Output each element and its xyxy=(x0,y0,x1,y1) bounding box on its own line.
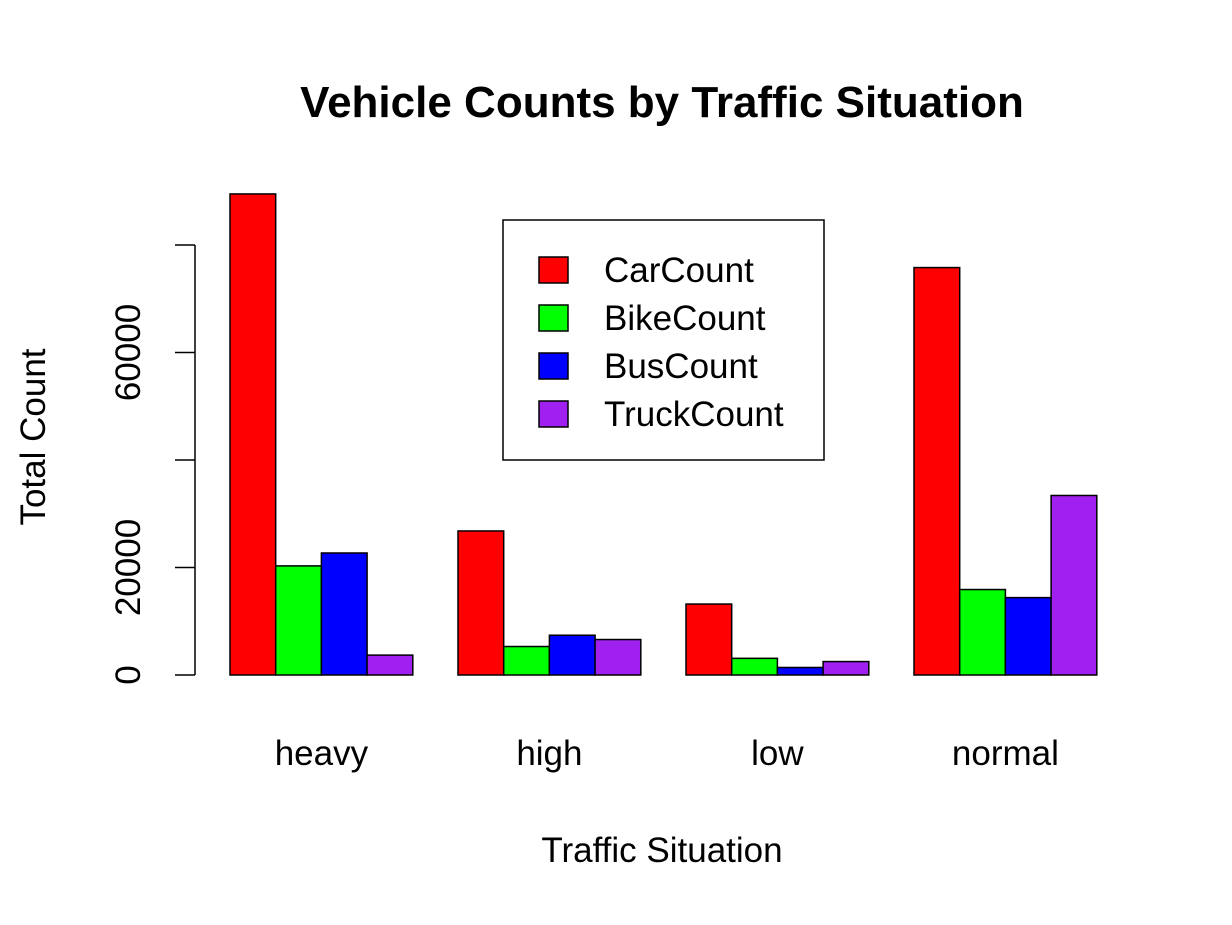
bars xyxy=(229,193,1098,676)
bar-heavy-buscount xyxy=(320,552,368,676)
x-category-label: low xyxy=(751,734,804,773)
bar-normal-buscount xyxy=(1004,596,1052,676)
y-tick-label: 60000 xyxy=(109,304,148,401)
bar-high-carcount xyxy=(457,530,505,676)
legend: CarCount BikeCount BusCount TruckCount xyxy=(502,219,825,461)
bar-normal-bikecount xyxy=(958,588,1007,676)
bar-normal-truckcount xyxy=(1050,494,1098,676)
bar-high-bikecount xyxy=(502,645,551,676)
y-tick-label: 20000 xyxy=(109,519,148,616)
bar-heavy-bikecount xyxy=(274,565,323,676)
chart-title: Vehicle Counts by Traffic Situation xyxy=(300,78,1024,127)
x-category-label: high xyxy=(516,734,582,773)
y-axis: 0 20000 60000 xyxy=(109,244,196,685)
bar-low-bikecount xyxy=(730,657,779,676)
bar-high-truckcount xyxy=(594,638,642,676)
x-axis-label: Traffic Situation xyxy=(541,831,782,870)
legend-label-bikecount: BikeCount xyxy=(604,299,766,338)
bar-low-carcount xyxy=(685,603,733,676)
legend-label-carcount: CarCount xyxy=(604,251,754,290)
bar-normal-carcount xyxy=(913,266,961,676)
legend-label-truckcount: TruckCount xyxy=(604,395,784,434)
bar-low-buscount xyxy=(776,666,824,676)
legend-swatch-carcount xyxy=(538,256,569,284)
x-axis-category-labels: heavy high low normal xyxy=(275,734,1059,773)
y-axis-label: Total Count xyxy=(14,348,53,525)
x-category-label: heavy xyxy=(275,734,369,773)
legend-swatch-bikecount xyxy=(538,304,569,332)
legend-label-buscount: BusCount xyxy=(604,347,758,386)
legend-swatch-buscount xyxy=(538,352,569,380)
bar-heavy-truckcount xyxy=(366,654,414,676)
y-tick-label: 0 xyxy=(109,665,148,684)
bar-heavy-carcount xyxy=(229,193,277,676)
bar-low-truckcount xyxy=(822,660,870,676)
bar-high-buscount xyxy=(548,634,596,676)
x-category-label: normal xyxy=(952,734,1059,773)
legend-swatch-truckcount xyxy=(538,400,569,428)
